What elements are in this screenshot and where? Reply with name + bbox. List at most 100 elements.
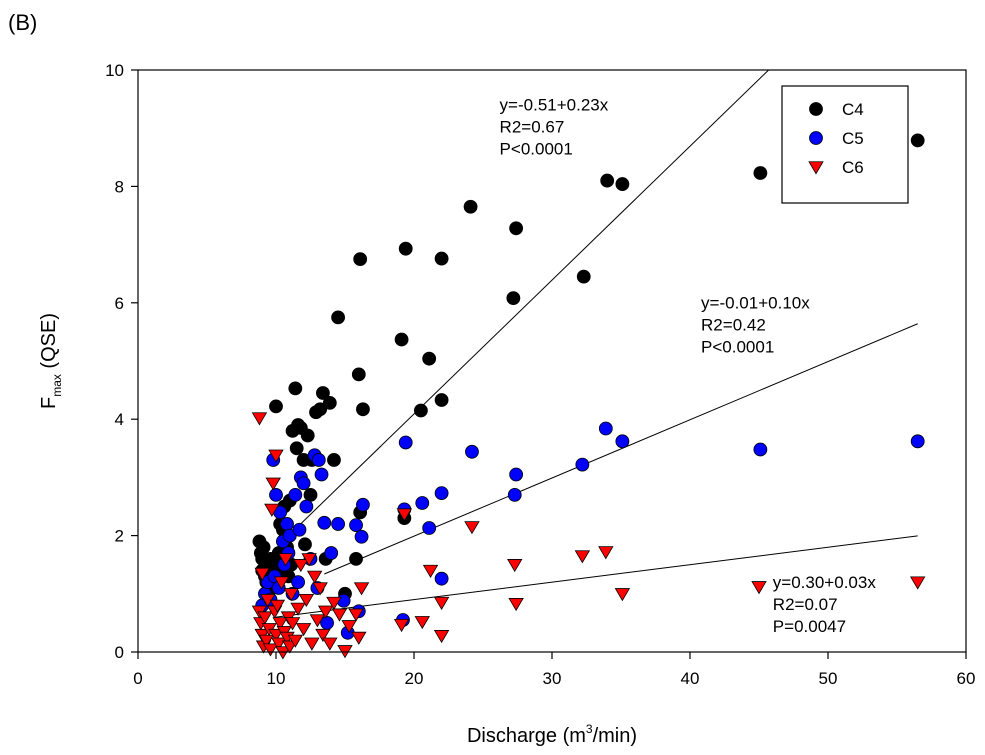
data-point-c6 (396, 508, 413, 522)
regression-lines (275, 69, 918, 618)
data-point-c4 (506, 291, 521, 306)
x-tick-label: 40 (681, 669, 700, 688)
data-point-c6 (507, 559, 523, 573)
plot-frame (137, 69, 967, 653)
x-axis-label-sup: 3 (586, 722, 593, 736)
data-point-c4 (398, 241, 413, 256)
regression-annotation-c4: y=-0.51+0.23x R2=0.67 P<0.0001 (500, 96, 609, 159)
y-tick-label: 10 (105, 61, 124, 80)
data-point-c4 (288, 381, 303, 396)
data-point-c4 (298, 537, 312, 552)
y-tick-label: 2 (115, 527, 124, 546)
data-point-c4 (351, 367, 366, 382)
data-point-c6 (353, 582, 370, 596)
data-point-c5 (324, 546, 339, 560)
y-tick-label: 0 (115, 643, 124, 662)
data-point-c6 (614, 588, 631, 602)
y-tick-label: 4 (115, 410, 124, 429)
data-point-c6 (277, 553, 294, 567)
data-point-c6 (268, 628, 284, 642)
data-point-c5 (354, 529, 369, 544)
data-point-c6 (317, 605, 334, 619)
data-point-c4 (322, 396, 337, 410)
data-point-c5 (753, 442, 768, 457)
data-point-c4 (349, 551, 363, 566)
data-point-c4 (753, 166, 768, 180)
data-point-c6 (293, 559, 309, 573)
y-tick-label: 6 (115, 294, 124, 313)
regression-line-c5 (324, 323, 918, 575)
data-point-c5 (280, 517, 294, 531)
data-point-c4 (256, 540, 271, 555)
data-point-c5 (422, 521, 437, 535)
data-point-c6 (508, 598, 524, 612)
legend-label-c4: C4 (842, 100, 864, 119)
data-point-c4 (509, 221, 524, 236)
data-point-c6 (304, 637, 320, 651)
data-point-c4 (313, 402, 328, 417)
data-point-c6 (422, 564, 439, 578)
legend-box (781, 85, 909, 204)
x-tick-label: 60 (957, 669, 976, 688)
x-tick-label: 0 (133, 669, 142, 688)
data-point-c4 (303, 487, 318, 502)
legend: C4 C5 C6 (781, 85, 909, 204)
data-point-c4 (434, 251, 449, 266)
data-point-c4 (413, 403, 428, 418)
series-c6 (251, 412, 926, 660)
data-point-c4 (910, 133, 925, 148)
legend-marker-c5 (809, 131, 823, 145)
annotation-line: R2=0.07 (773, 595, 838, 614)
data-point-c4 (422, 351, 437, 366)
data-point-c4 (356, 402, 370, 417)
y-axis-label: Fmax (QSE) (38, 313, 64, 409)
data-point-c5 (288, 487, 303, 502)
data-point-c6 (275, 646, 291, 660)
legend-label-c5: C5 (842, 129, 864, 148)
data-point-c4 (289, 441, 304, 456)
data-point-c5 (434, 486, 449, 501)
data-point-c6 (433, 630, 450, 644)
data-point-c5 (291, 575, 305, 590)
data-point-c5 (575, 457, 590, 472)
data-point-c5 (509, 467, 524, 482)
data-point-c6 (331, 608, 348, 622)
annotation-line: R2=0.67 (500, 118, 565, 137)
data-point-c6 (351, 631, 367, 645)
x-tick-label: 10 (267, 669, 286, 688)
annotation-line: y=-0.01+0.10x (701, 294, 810, 313)
legend-marker-c6 (808, 161, 824, 175)
annotation-line: P<0.0001 (701, 338, 774, 357)
data-point-c6 (910, 576, 926, 590)
data-point-c5 (415, 496, 430, 510)
data-point-c4 (615, 177, 630, 191)
panel-label: (B) (8, 10, 38, 35)
data-point-c5 (311, 453, 326, 467)
y-axis-label-sub: max (50, 374, 64, 397)
regression-annotations: y=-0.51+0.23x R2=0.67 P<0.0001 y=-0.01+0.10… (500, 96, 877, 636)
data-point-c5 (398, 435, 413, 450)
y-tick-label: 8 (115, 177, 124, 196)
data-point-c6 (284, 617, 301, 631)
data-point-c4 (434, 393, 449, 407)
data-point-c6 (283, 588, 299, 602)
data-point-c6 (268, 449, 284, 463)
data-point-c6 (301, 553, 317, 567)
data-point-c5 (910, 434, 925, 449)
data-point-c6 (298, 593, 315, 608)
annotation-line: R2=0.42 (701, 316, 766, 335)
data-point-c4 (331, 310, 346, 325)
data-point-c6 (414, 616, 430, 630)
data-point-c4 (327, 453, 341, 467)
regression-line-c4 (300, 69, 769, 525)
annotation-line: y=0.30+0.03x (773, 573, 877, 592)
data-point-c5 (598, 421, 613, 436)
data-point-c6 (271, 637, 287, 651)
data-point-c5 (507, 487, 522, 502)
data-point-c4 (269, 399, 283, 414)
data-point-c4 (353, 252, 368, 267)
data-point-c4 (463, 199, 478, 214)
regression-annotation-c6: y=0.30+0.03x R2=0.07 P=0.0047 (773, 573, 877, 636)
x-tick-label: 30 (543, 669, 562, 688)
